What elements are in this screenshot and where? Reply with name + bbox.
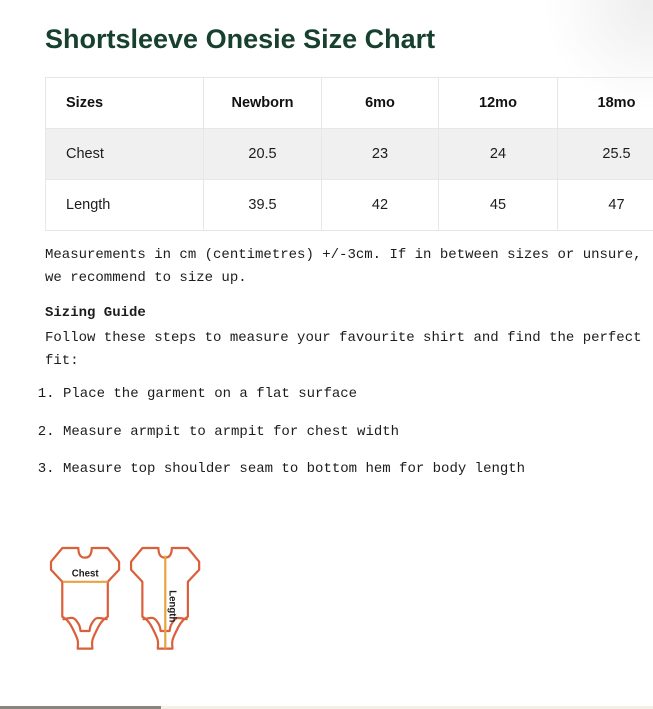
svg-text:Length: Length xyxy=(166,590,177,622)
svg-text:Chest: Chest xyxy=(72,568,100,579)
